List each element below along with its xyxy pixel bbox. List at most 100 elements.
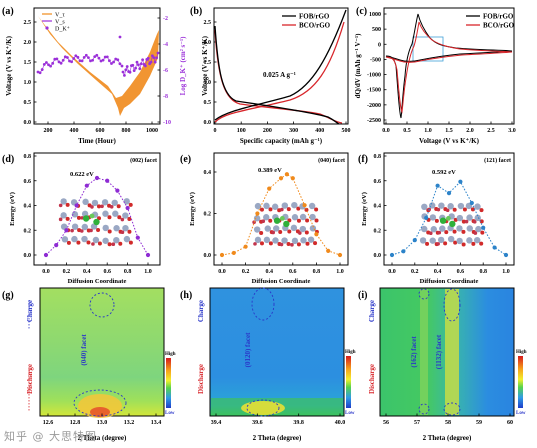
crystal-structure-e	[252, 201, 319, 247]
facet-annotation-g: (040) facet	[80, 334, 88, 366]
atom-host	[113, 236, 120, 244]
dk-point-26	[91, 58, 94, 62]
pf-energy-point-3	[424, 215, 429, 220]
atom-host	[456, 225, 463, 232]
pd-energy-point-2	[64, 228, 69, 233]
c-x-label-3: 1.5	[445, 128, 453, 134]
atom-potassium	[89, 213, 95, 219]
atom-host	[447, 235, 455, 243]
panel-b: (b) 0 100 200 300 400 500 2.52.01.51.00.50.0 …	[190, 6, 351, 145]
h-x-label-1: 39.6	[252, 420, 263, 426]
dk-point-3	[42, 63, 46, 66]
pe-y-label-2: 0.0	[204, 253, 212, 259]
atom-oxygen	[271, 230, 276, 235]
peak-marker-top-h	[251, 287, 275, 321]
dk-point-31	[101, 58, 105, 62]
atom-host	[113, 225, 120, 232]
yticks-c: 1000 500 0 -500 -1000 -1500 -2000 -2500	[367, 12, 387, 124]
atom-host	[457, 202, 465, 210]
b-y-label-3: 1.0	[204, 80, 212, 86]
panel-label-a: (a)	[2, 6, 14, 17]
panel-label-i: (i)	[358, 290, 367, 301]
dk-point-37	[114, 57, 118, 61]
a-x-label-4: 1000	[146, 128, 158, 134]
atom-oxygen	[116, 204, 121, 209]
pf-energy-point-10	[503, 252, 509, 258]
dk-point-52	[137, 63, 140, 67]
b-y-label-4: 0.5	[204, 100, 212, 106]
atom-oxygen	[90, 205, 94, 209]
b-x-label-2: 200	[263, 128, 272, 134]
facet-label-e: (040) facet	[318, 157, 345, 164]
ylabel-right-a: Log D_K⁺ (cm² s⁻¹)	[179, 36, 187, 95]
c-y-label-7: -2500	[367, 118, 381, 124]
pd-energy-point-8	[125, 205, 130, 211]
atom-host	[308, 202, 316, 210]
atom-host	[300, 237, 307, 244]
dk-point-14	[66, 56, 69, 59]
atom-host	[263, 202, 270, 210]
i-x-label-3: 59	[476, 420, 482, 426]
panel-e: (e) (040) facet 0.389 eV Diffusion Coord…	[180, 152, 349, 285]
c-x-label-4: 2.0	[466, 128, 474, 134]
dk-point-67	[118, 35, 122, 39]
colorbar-low-i: Low	[516, 411, 526, 416]
peak-marker-bottom-g	[73, 389, 127, 417]
dk-point-51	[135, 60, 139, 64]
bco-charge-curve	[214, 21, 345, 123]
pf-energy-point-7	[469, 200, 474, 206]
dk-point-25	[89, 59, 92, 63]
a-x-label-2: 600	[96, 128, 105, 134]
dk-point-44	[125, 65, 129, 68]
pe-energy-point-0	[219, 252, 225, 258]
atom-host	[102, 224, 109, 232]
a-yl-label-2: 1.5	[24, 60, 32, 66]
atom-host	[271, 203, 279, 210]
pe-x-label-2: 0.4	[265, 269, 273, 275]
pe-energy-point-8	[302, 203, 307, 208]
pe-energy-point-3	[255, 211, 260, 216]
atom-oxygen	[65, 202, 70, 207]
pf-energy-point-2	[412, 238, 417, 243]
atom-oxygen	[58, 217, 63, 222]
pd-energy-point-6	[105, 178, 110, 183]
discharge-label-g: Discharge	[26, 364, 34, 394]
dk-point-33	[105, 55, 109, 59]
atom-oxygen	[107, 229, 112, 234]
pf-x-label-1: 0.2	[411, 269, 419, 275]
pe-energy-point-7	[290, 176, 295, 181]
barrier-label-d: 0.622 eV	[70, 171, 94, 178]
atom-oxygen	[472, 220, 477, 224]
facet-label-f: (121) facet	[484, 157, 511, 164]
atom-oxygen	[443, 241, 448, 246]
dk-point-42	[123, 73, 126, 77]
atom-host	[111, 199, 118, 206]
atom-oxygen	[313, 241, 318, 246]
atom-oxygen	[437, 230, 442, 235]
ylabel-c: dQ/dV (mAh g⁻¹ V⁻¹)	[354, 33, 362, 98]
atom-host	[429, 214, 437, 221]
b-x-label-4: 400	[315, 128, 324, 134]
c-x-label-5: 2.5	[487, 128, 495, 134]
dk-point-43	[124, 68, 128, 72]
legend-fob-b: FOB/rGO	[299, 13, 330, 21]
a-yr-label-1: -4	[163, 42, 168, 48]
atom-host	[466, 225, 473, 232]
pe-x-label-5: 1.0	[336, 269, 344, 275]
plot-frame-b	[213, 7, 349, 125]
atom-host	[281, 202, 289, 209]
atom-oxygen	[470, 207, 475, 212]
atom-host	[81, 235, 88, 243]
pf-energy-point-8	[481, 225, 486, 230]
atom-oxygen	[473, 231, 478, 235]
atom-oxygen	[452, 207, 457, 212]
energy-curve-f	[389, 179, 509, 258]
pe-energy-point-6	[284, 172, 289, 177]
pf-x-label-5: 1.0	[502, 269, 510, 275]
pe-energy-line	[221, 173, 341, 256]
yticks-right-a: -2 -4 -6 -8 -10	[157, 16, 171, 126]
dk-point-65	[155, 56, 159, 60]
bco-dqdv-curve	[385, 21, 513, 114]
barrier-label-f: 0.592 eV	[432, 169, 456, 176]
pe-energy-point-1	[231, 250, 236, 256]
